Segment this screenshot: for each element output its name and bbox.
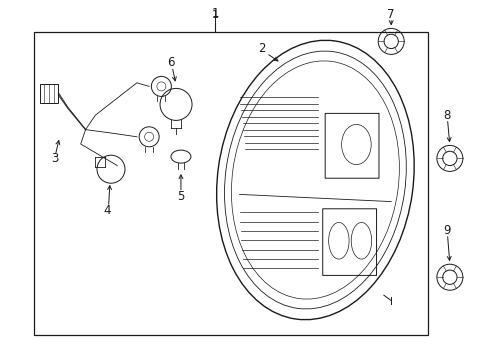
- Text: 7: 7: [386, 8, 394, 21]
- Text: 5: 5: [177, 190, 184, 203]
- Text: 3: 3: [51, 152, 59, 165]
- Text: 1: 1: [211, 10, 218, 20]
- Text: 4: 4: [103, 204, 111, 217]
- Bar: [40, 84, 58, 103]
- Text: 1: 1: [211, 7, 219, 20]
- Text: 8: 8: [443, 109, 450, 122]
- Bar: [34, 32, 427, 335]
- Text: 2: 2: [257, 42, 265, 55]
- Text: 6: 6: [167, 57, 175, 69]
- Text: 9: 9: [443, 224, 450, 237]
